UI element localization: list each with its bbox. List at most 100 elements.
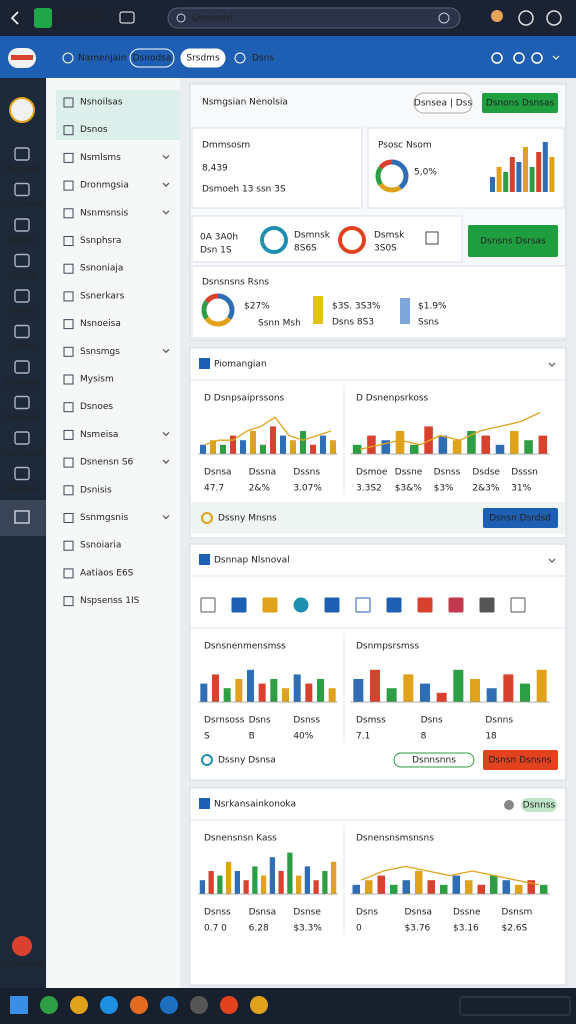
menu-item[interactable]: Nsnoilsas <box>80 98 123 108</box>
rail-icon[interactable] <box>14 147 30 161</box>
taskbar-app[interactable] <box>220 996 238 1014</box>
rail-label[interactable]: Ssnoo <box>8 307 36 317</box>
menu-item[interactable]: Nsnmsnsis <box>80 208 128 218</box>
rail-label[interactable]: Dsmpeo <box>3 165 41 175</box>
kpi-button[interactable] <box>468 225 558 257</box>
settings-icon[interactable] <box>546 10 562 26</box>
taskbar-app[interactable] <box>190 996 208 1014</box>
mini-bar <box>496 167 502 192</box>
toolbar-icon[interactable] <box>510 597 526 613</box>
stat-value: S <box>204 732 210 742</box>
toolbar-icon[interactable] <box>200 597 216 613</box>
rail-icon[interactable] <box>14 182 30 197</box>
menu-item[interactable]: Ssnsmgs <box>80 347 120 357</box>
rail-icon[interactable] <box>14 289 30 303</box>
menu-item[interactable]: Dsnisis <box>80 485 112 495</box>
header-search[interactable] <box>491 52 503 64</box>
rail-icon[interactable] <box>14 466 30 481</box>
toolbar-icon[interactable] <box>324 597 340 613</box>
menu-item[interactable]: Ssnerkars <box>80 291 125 301</box>
footer-link[interactable] <box>393 752 475 768</box>
menu-item[interactable]: Mysism <box>80 375 114 385</box>
menu-item[interactable]: Nsmeisa <box>80 430 118 440</box>
kpi-action[interactable] <box>425 231 439 245</box>
rail-icon[interactable] <box>14 395 30 410</box>
footer-link-label[interactable]: Dsnnsnns <box>412 756 456 766</box>
toolbar-icon[interactable] <box>231 597 247 613</box>
primary-button-label[interactable]: Dsnons Dsnsas <box>486 99 555 109</box>
rail-icon[interactable] <box>14 324 30 339</box>
taskbar-app[interactable] <box>250 996 268 1014</box>
search-clear[interactable] <box>438 12 450 24</box>
taskbar-app[interactable] <box>130 996 148 1014</box>
search-box[interactable] <box>167 7 461 29</box>
menu-item[interactable]: Ssnmgsnis <box>80 513 128 523</box>
rail-icon[interactable] <box>14 360 30 374</box>
menu-item[interactable]: Aatiaos E6S <box>80 568 134 578</box>
toolbar-icon[interactable] <box>262 597 278 613</box>
bar <box>481 435 490 454</box>
rail-label[interactable]: Doods <box>8 271 37 281</box>
menu-item[interactable]: Nsnoeisa <box>80 319 121 329</box>
tab-label[interactable]: Srsdms <box>186 54 220 64</box>
tab-label[interactable]: Dsns <box>252 54 274 64</box>
alert-icon[interactable] <box>518 10 534 26</box>
tab[interactable] <box>129 48 175 68</box>
toolbar-icon[interactable] <box>479 597 495 613</box>
taskbar-app[interactable] <box>40 996 58 1014</box>
menu-item[interactable]: Dsnensn S6 <box>80 458 134 468</box>
rail-bottom-icon[interactable] <box>12 936 32 956</box>
taskbar-app[interactable] <box>100 996 118 1014</box>
kpi-button-label[interactable]: Dsnsns Dsrsas <box>480 237 546 247</box>
footer-button[interactable] <box>483 508 558 528</box>
mini-bar <box>503 172 509 192</box>
back-button[interactable] <box>10 11 19 25</box>
kpi-label: Dsnsnsns Rsns <box>202 278 269 288</box>
tab[interactable] <box>180 48 226 68</box>
rail-icon[interactable] <box>14 218 30 232</box>
menu-item[interactable]: Dronmgsia <box>80 181 129 191</box>
taskbar-app[interactable] <box>10 996 28 1014</box>
tab-label[interactable]: Dsnodsa <box>133 54 172 64</box>
header-help[interactable] <box>513 52 525 64</box>
mini-bar <box>490 177 495 192</box>
footer-button-label[interactable]: Dsnsn Dsnsns <box>489 756 552 766</box>
rail-icon[interactable] <box>14 431 30 445</box>
menu-item[interactable]: Nsmlsms <box>80 153 121 163</box>
menu-item[interactable]: Ssnoniaja <box>80 264 123 274</box>
primary-button[interactable] <box>482 93 558 113</box>
stat-label: Dsnss <box>204 908 231 918</box>
bar <box>330 440 336 454</box>
taskbar-app[interactable] <box>160 996 178 1014</box>
rail-label[interactable]: Daoneasal <box>0 449 46 459</box>
profile-icon[interactable] <box>491 10 503 22</box>
header-settings[interactable] <box>531 52 543 64</box>
stat-label: Dsnsa <box>249 908 277 918</box>
menu-item[interactable]: Ssnoiaria <box>80 541 121 551</box>
menu-item[interactable]: Ssnphsra <box>80 236 121 246</box>
toolbar-icon[interactable] <box>355 597 371 613</box>
secondary-button[interactable] <box>413 92 473 114</box>
toolbar-icon[interactable] <box>448 597 464 613</box>
secondary-button-label[interactable]: Dsnsea | Dss <box>414 99 472 109</box>
footer-button-label[interactable]: Dsnsn Dsrdsd <box>489 514 551 524</box>
bar <box>524 440 533 454</box>
rail-icon[interactable] <box>14 253 30 268</box>
taskbar-app[interactable] <box>70 996 88 1014</box>
rail-label[interactable]: Dsnoes <box>5 378 38 388</box>
menu-item[interactable]: Dsnoes <box>80 402 113 412</box>
menu-item[interactable]: Nspsenss 1IS <box>80 596 140 606</box>
rail-bottom-label[interactable]: Dsnoeses <box>0 960 44 970</box>
toolbar-icon[interactable] <box>386 597 402 613</box>
rail-label[interactable]: Dsons <box>8 236 36 246</box>
rail-label[interactable]: Ssnoos <box>6 413 38 423</box>
rail-label[interactable]: Ssnaos <box>6 484 38 494</box>
footer-button[interactable] <box>483 750 558 770</box>
menu-item[interactable]: Dsnos <box>80 125 108 135</box>
bar <box>282 688 289 702</box>
toolbar-icon[interactable] <box>417 597 433 613</box>
toolbar-icon[interactable] <box>293 597 309 613</box>
rail-label[interactable]: Ssnaonoal <box>0 200 45 210</box>
rail-label[interactable]: Ssnes <box>9 342 36 352</box>
bar <box>465 880 473 894</box>
